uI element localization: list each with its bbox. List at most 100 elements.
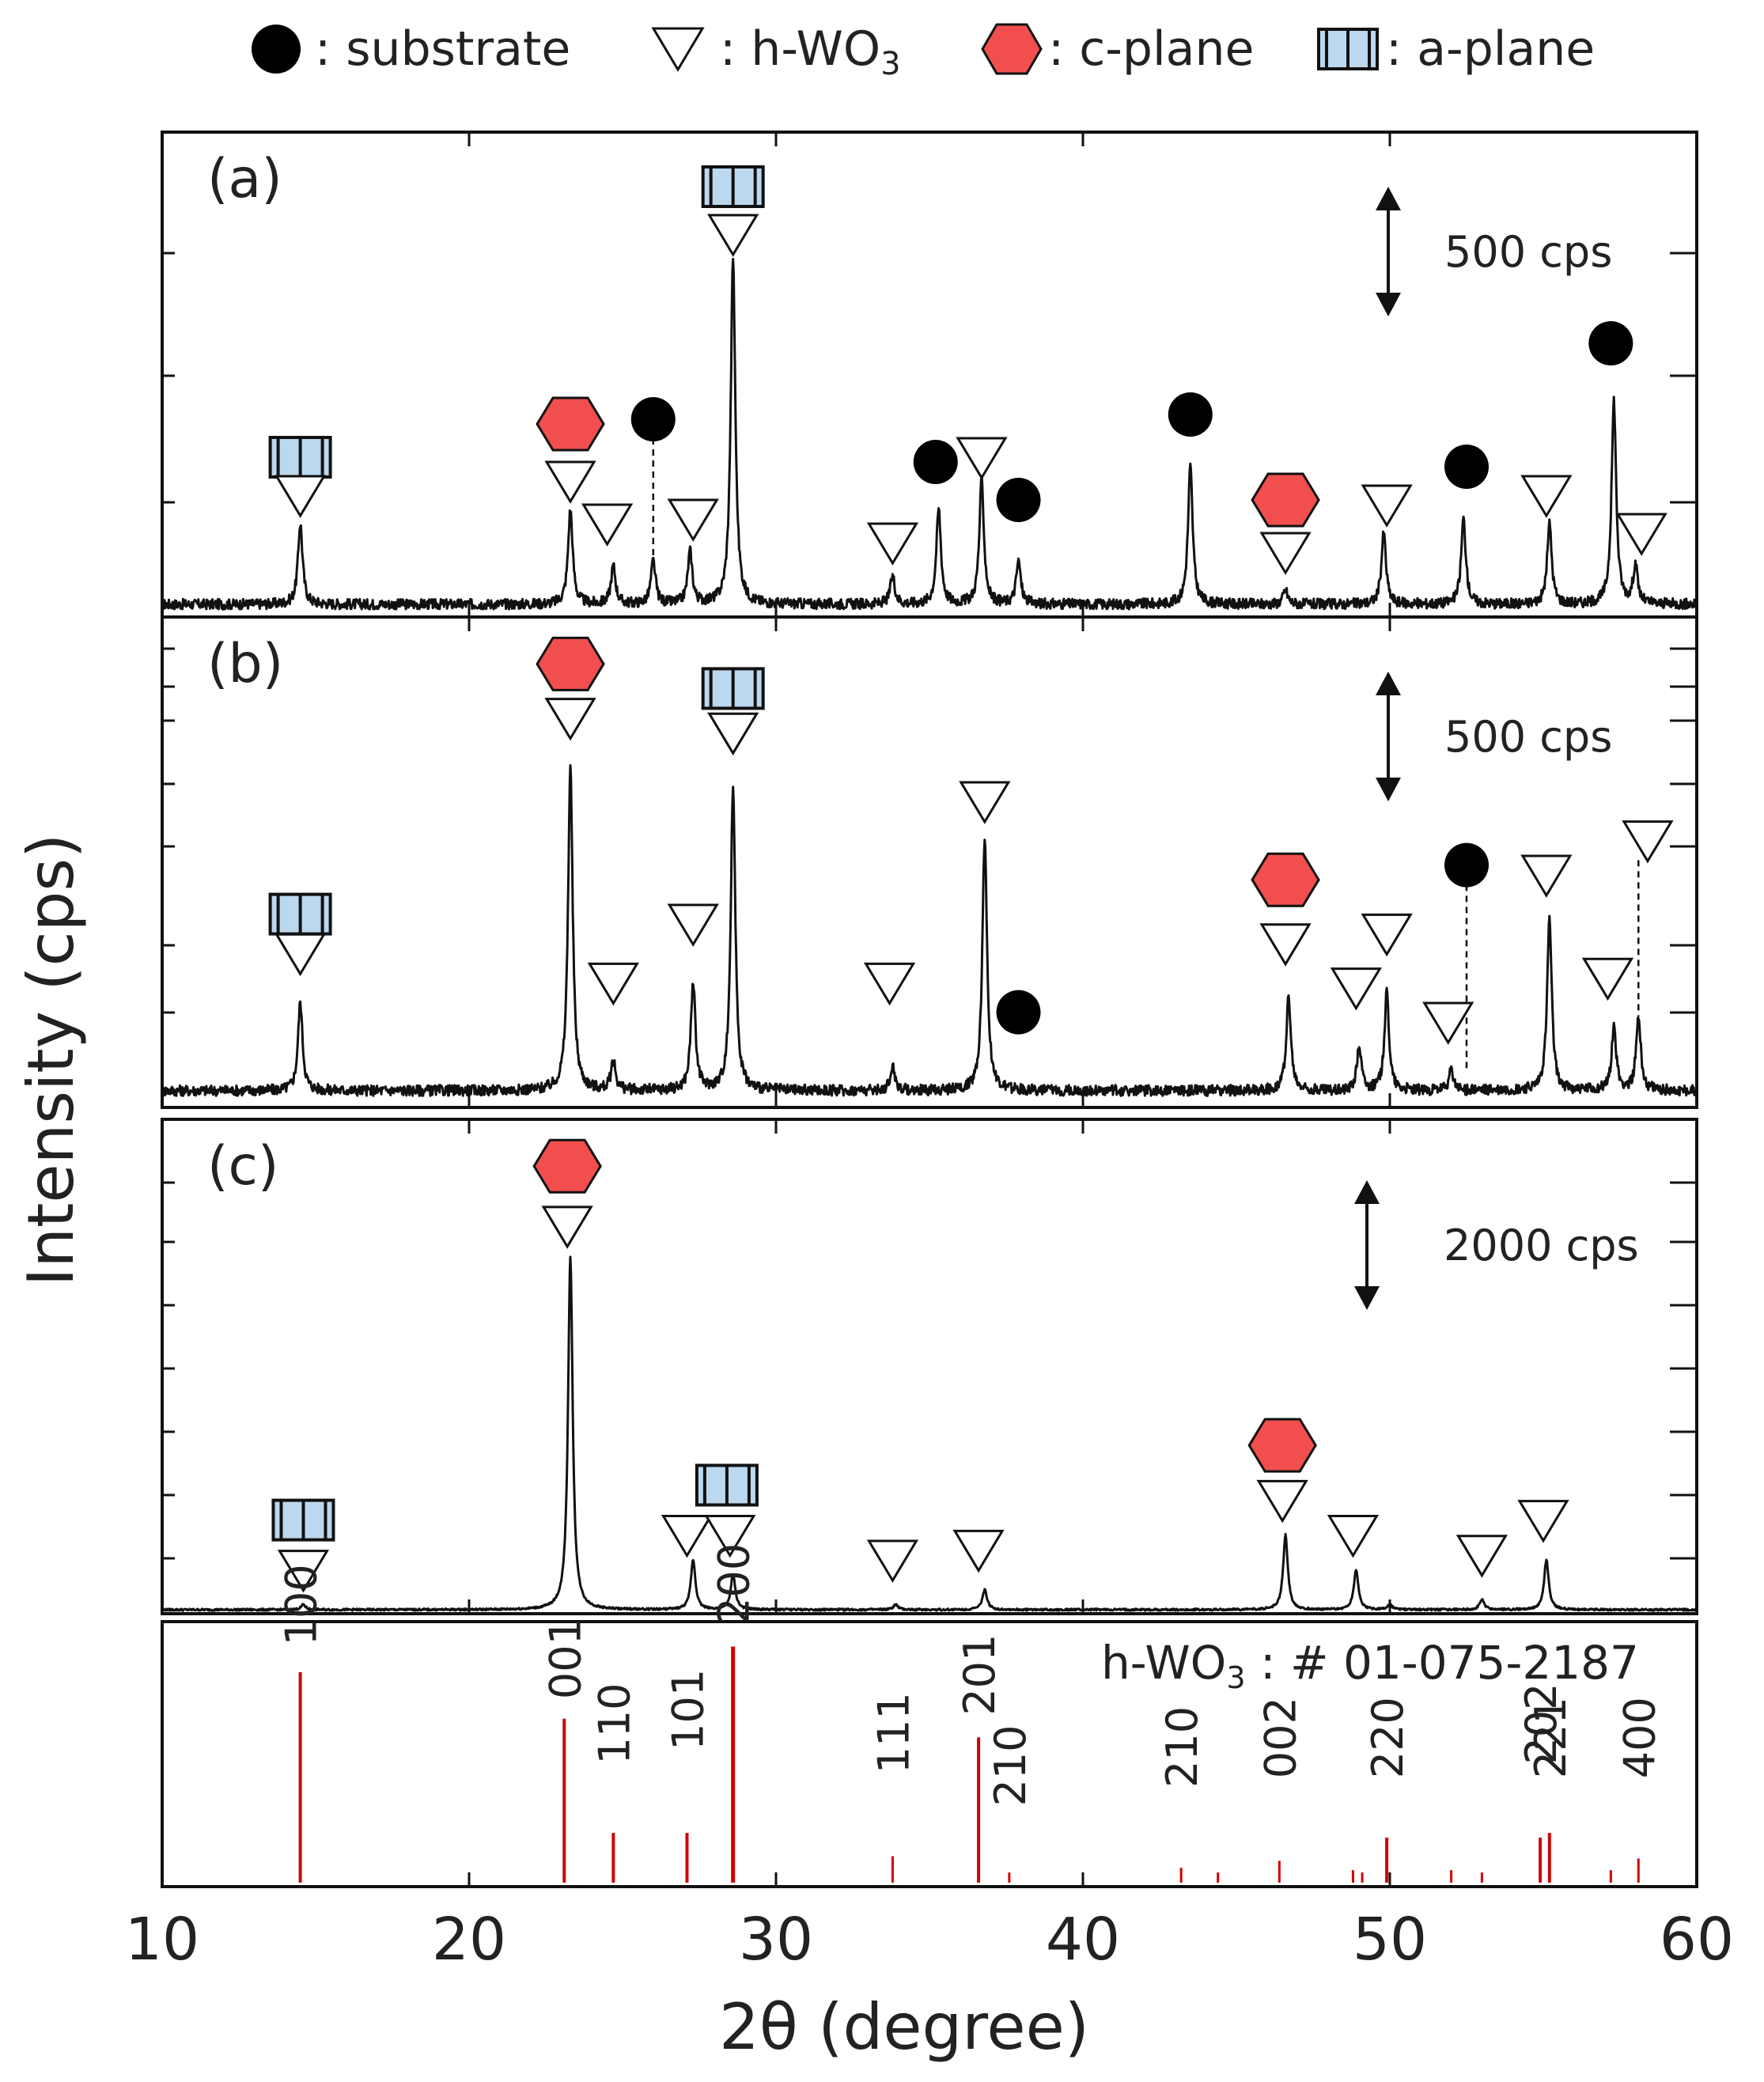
peak-marker-triangle-icon — [1256, 1479, 1308, 1524]
panel-frame — [161, 131, 1698, 619]
peak-marker-triangle-icon — [1615, 513, 1667, 556]
x-axis: 10 20 30 40 50 60 2θ (degree) — [125, 1906, 1734, 2064]
scale-label: 500 cps — [1444, 712, 1612, 762]
legend: : substrate : h-WO3 : c-plane : a-plane — [252, 21, 1595, 82]
xrd-pattern-3 — [161, 1255, 1697, 1612]
scale-label: 500 cps — [1444, 227, 1612, 277]
peak-marker-substrate-dot-icon — [630, 397, 676, 441]
scale-arrow-down-icon — [1354, 1286, 1380, 1310]
peak-marker-triangle-icon — [1361, 484, 1413, 528]
peak-marker-cplane-hexagon-icon — [532, 1138, 602, 1194]
peak-marker-triangle-icon — [863, 962, 916, 1006]
reference-hkl-label: 200 — [710, 1543, 759, 1625]
reference-hkl-label: 210 — [986, 1724, 1035, 1806]
peak-marker-triangle-icon — [544, 460, 596, 504]
peak-marker-cplane-hexagon-icon — [536, 396, 605, 452]
reference-hkl-label: 101 — [663, 1669, 713, 1751]
peak-marker-triangle-icon — [667, 903, 719, 947]
panel-frame — [161, 615, 1698, 1109]
peak-marker-aplane-box-icon — [701, 165, 765, 208]
peak-marker-aplane-box-icon — [268, 436, 332, 479]
peak-marker-triangle-icon — [1327, 1515, 1380, 1558]
panel-label: (a) — [207, 148, 282, 210]
scale-arrow-up-icon — [1376, 187, 1401, 210]
x-tick-label-30: 30 — [739, 1906, 813, 1974]
peak-marker-substrate-dot-icon — [1444, 842, 1489, 888]
reference-hkl-label: 001 — [540, 1618, 590, 1699]
peak-marker-triangle-icon — [1622, 820, 1674, 864]
legend-substrate-label: : substrate — [315, 21, 570, 77]
panel-1: (a) 500 cps — [161, 131, 1698, 619]
peak-marker-triangle-icon — [952, 1529, 1005, 1573]
reference-hkl-label: 100 — [277, 1564, 327, 1645]
legend-substrate-dot-icon — [252, 25, 301, 74]
reference-hkl-label: 220 — [1363, 1697, 1413, 1778]
peak-marker-substrate-dot-icon — [996, 478, 1041, 522]
legend-cplane-hexagon-icon — [981, 23, 1043, 75]
panel-3: (c) 2000 cps — [161, 1118, 1698, 1615]
peak-marker-substrate-dot-icon — [1588, 321, 1633, 365]
reference-card-label: h-WO3 : # 01-075-2187 — [1101, 1636, 1639, 1695]
peak-marker-triangle-icon — [1259, 923, 1312, 967]
peak-marker-triangle-icon — [1520, 475, 1573, 518]
peak-marker-triangle-icon — [707, 214, 759, 257]
reference-hkl-label: 221 — [1526, 1697, 1576, 1778]
peak-marker-substrate-dot-icon — [996, 990, 1041, 1035]
peak-marker-substrate-dot-icon — [913, 440, 958, 484]
peak-marker-triangle-icon — [544, 698, 596, 741]
peak-marker-triangle-icon — [707, 712, 759, 756]
peak-marker-triangle-icon — [866, 1539, 919, 1583]
peak-marker-triangle-icon — [866, 522, 919, 566]
x-axis-label: 2θ (degree) — [719, 1990, 1089, 2064]
peak-marker-substrate-dot-icon — [1444, 445, 1489, 489]
x-tick-label-40: 40 — [1046, 1906, 1120, 1974]
legend-aplane-label: : a-plane — [1386, 21, 1595, 77]
x-tick-label-20: 20 — [432, 1906, 506, 1974]
scale-arrow-down-icon — [1376, 293, 1401, 316]
peak-marker-triangle-icon — [274, 933, 327, 977]
panel-label: (c) — [207, 1135, 278, 1198]
peak-marker-triangle-icon — [667, 498, 719, 542]
peak-marker-triangle-icon — [274, 475, 327, 518]
reference-hkl-label: 002 — [1255, 1697, 1305, 1778]
peak-marker-triangle-icon — [956, 437, 1008, 480]
reference-hkl-label: 400 — [1614, 1697, 1664, 1778]
reference-hkl-label: 210 — [1157, 1706, 1207, 1788]
peak-marker-aplane-box-icon — [268, 892, 332, 936]
peak-marker-triangle-icon — [959, 781, 1011, 824]
scale-arrow-down-icon — [1376, 778, 1401, 801]
peak-marker-triangle-icon — [1361, 913, 1413, 957]
panel-2: (b) 500 cps — [161, 615, 1698, 1109]
y-axis-label: Intensity (cps) — [14, 834, 88, 1287]
peak-marker-triangle-icon — [1259, 532, 1312, 575]
peak-marker-cplane-hexagon-icon — [536, 636, 605, 691]
panels: (a) 500 cps (b) 500 cps (c) 2000 cps 100 001110… — [161, 131, 1698, 1888]
panel-frame — [161, 1620, 1698, 1888]
x-tick-label-50: 50 — [1353, 1906, 1427, 1974]
peak-marker-cplane-hexagon-icon — [1251, 472, 1320, 528]
peak-marker-triangle-icon — [1330, 967, 1382, 1011]
panel-frame — [161, 1118, 1698, 1615]
scale-arrow-up-icon — [1376, 672, 1401, 695]
peak-marker-triangle-icon — [581, 503, 634, 547]
legend-cplane-label: : c-plane — [1048, 21, 1254, 77]
peak-marker-substrate-dot-icon — [1168, 392, 1213, 437]
panel-label: (b) — [207, 633, 283, 695]
legend-hwo3-label: : h-WO3 — [720, 21, 901, 82]
xrd-pattern-2 — [161, 764, 1698, 1097]
legend-hwo3-subscript: 3 — [880, 46, 900, 82]
xrd-pattern-1 — [161, 258, 1697, 611]
x-tick-label-60: 60 — [1660, 1906, 1734, 1974]
peak-marker-triangle-icon — [541, 1206, 593, 1249]
peak-marker-triangle-icon — [661, 1515, 714, 1558]
reference-hkl-label: 111 — [869, 1692, 918, 1773]
scale-label: 2000 cps — [1444, 1221, 1639, 1270]
peak-marker-triangle-icon — [1422, 1001, 1474, 1045]
peak-marker-aplane-box-icon — [695, 1463, 759, 1507]
legend-aplane-box-icon — [1317, 28, 1379, 70]
reference-hkl-label: 110 — [589, 1683, 639, 1764]
legend-hwo3-text: : h-WO — [720, 21, 880, 77]
